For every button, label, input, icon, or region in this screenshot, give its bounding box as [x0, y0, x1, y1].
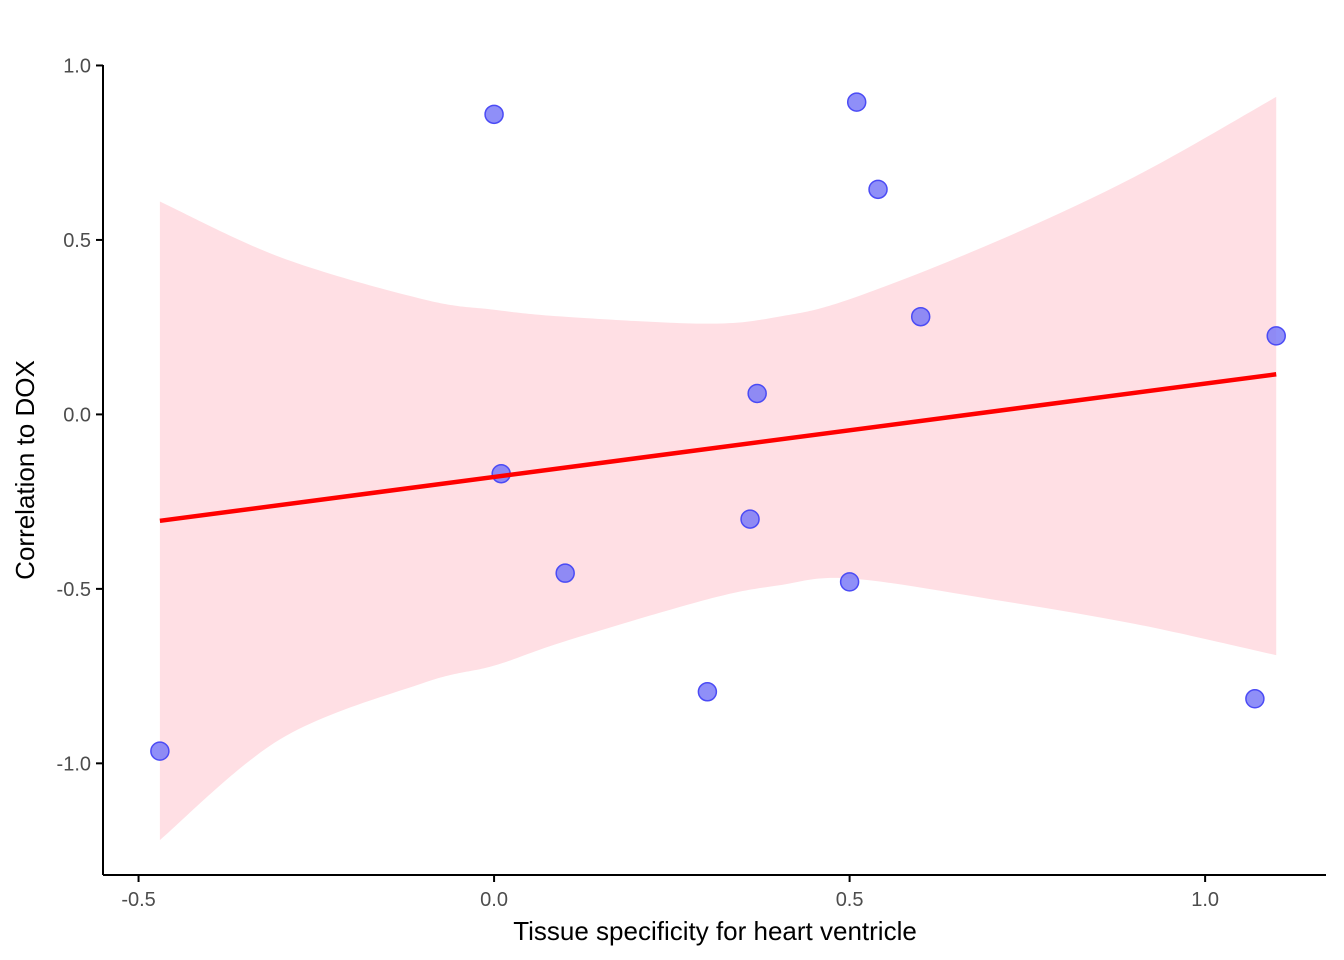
- x-tick-label: 1.0: [1191, 889, 1219, 911]
- data-point: [555, 563, 575, 583]
- y-tick-label: -1.0: [57, 753, 91, 775]
- data-point: [484, 104, 504, 125]
- y-axis-title: Correlation to DOX: [10, 360, 40, 580]
- regression-line: [159, 372, 1277, 524]
- data-point: [740, 509, 760, 529]
- data-point: [1266, 326, 1286, 346]
- confidence-band: [159, 96, 1277, 841]
- points-layer: [150, 92, 1286, 761]
- data-point: [868, 179, 888, 200]
- axes-layer: -0.5 0.0 0.5 1.0 -1.0 -0.5 0.0 0.5 1.0: [57, 55, 1326, 911]
- regression-line-layer: [159, 372, 1277, 524]
- y-tick-label: 1.0: [63, 55, 91, 77]
- x-axis-title: Tissue specificity for heart ventricle: [513, 916, 917, 946]
- data-point: [1245, 689, 1265, 709]
- y-tick-label: 0.0: [63, 404, 91, 426]
- x-tick-label: 0.5: [836, 889, 864, 911]
- y-tick-label: -0.5: [57, 579, 91, 601]
- data-point: [910, 306, 931, 327]
- y-tick-label: 0.5: [63, 230, 91, 252]
- x-tick-label: 0.0: [480, 889, 508, 911]
- confidence-band-layer: [159, 96, 1277, 841]
- data-point: [697, 682, 718, 702]
- x-tick-label: -0.5: [121, 889, 155, 911]
- data-point: [747, 383, 767, 404]
- data-point: [150, 741, 170, 761]
- data-point: [846, 92, 867, 112]
- data-point: [839, 572, 860, 592]
